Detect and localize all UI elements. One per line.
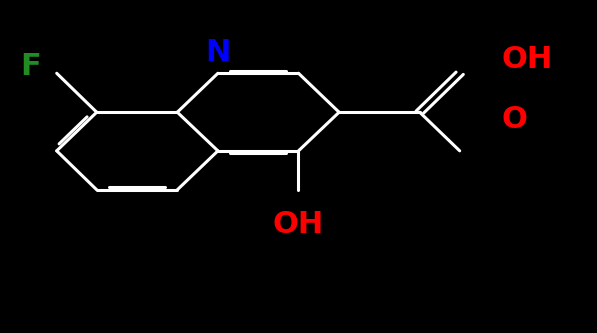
Text: OH: OH	[273, 210, 324, 239]
Text: OH: OH	[501, 45, 553, 75]
Text: F: F	[20, 52, 41, 81]
Text: O: O	[501, 105, 527, 135]
Text: N: N	[205, 38, 230, 67]
